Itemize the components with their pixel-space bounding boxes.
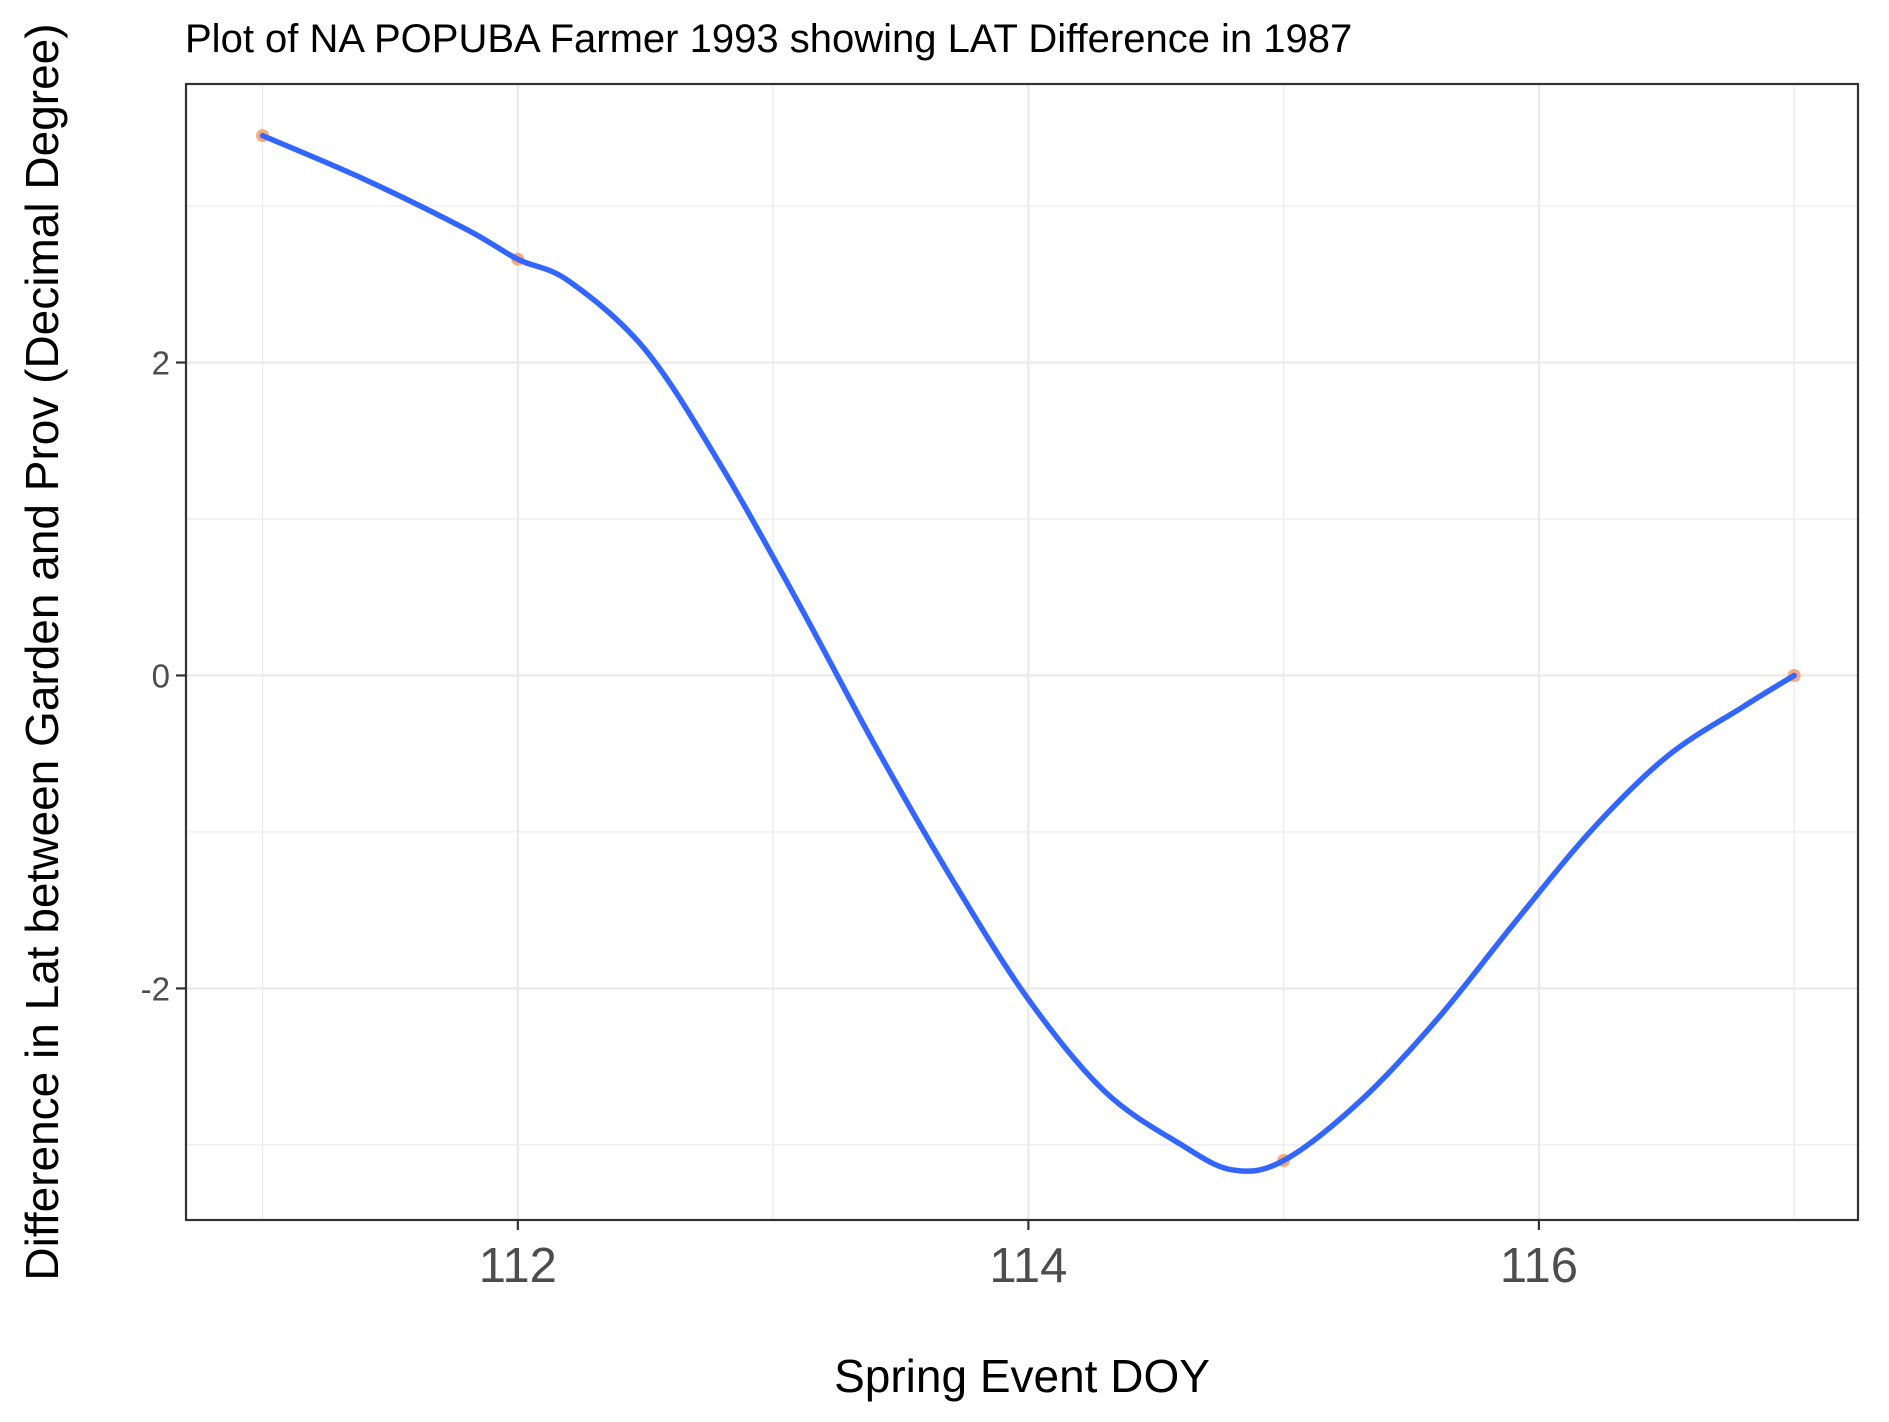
chart-title: Plot of NA POPUBA Farmer 1993 showing LA… [185,17,1352,61]
y-axis-ticks: -2 0 2 [141,345,186,1007]
y-tick-label: -2 [141,970,170,1007]
x-axis-ticks: 112 114 116 [479,1220,1578,1293]
grid-major [186,84,1858,1220]
smooth-line [259,132,1797,1174]
panel-border [184,82,1860,1222]
x-tick-label: 116 [1500,1239,1578,1293]
x-tick-label: 114 [989,1239,1067,1293]
x-axis-title: Spring Event DOY [834,1350,1210,1402]
series-layer [256,129,1801,1174]
x-tick-label: 112 [479,1239,557,1293]
y-tick-label: 0 [152,657,170,694]
grid-minor [186,84,1858,1220]
y-axis-title: Difference in Lat between Garden and Pro… [16,23,68,1280]
y-tick-label: 2 [152,345,170,382]
